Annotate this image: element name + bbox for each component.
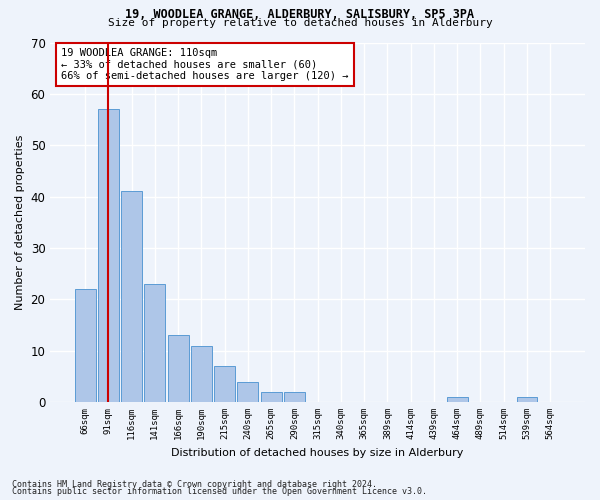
Bar (214, 366, 235, 402)
Text: 19 WOODLEA GRANGE: 110sqm
← 33% of detached houses are smaller (60)
66% of semi-: 19 WOODLEA GRANGE: 110sqm ← 33% of detac… (61, 48, 349, 81)
Text: Contains public sector information licensed under the Open Government Licence v3: Contains public sector information licen… (12, 487, 427, 496)
Bar (167, 336, 188, 402)
Text: Contains HM Land Registry data © Crown copyright and database right 2024.: Contains HM Land Registry data © Crown c… (12, 480, 377, 489)
Text: 19, WOODLEA GRANGE, ALDERBURY, SALISBURY, SP5 3PA: 19, WOODLEA GRANGE, ALDERBURY, SALISBURY… (125, 8, 475, 20)
Bar (284, 392, 305, 402)
Bar (145, 284, 166, 402)
Bar (260, 392, 281, 402)
Text: Size of property relative to detached houses in Alderbury: Size of property relative to detached ho… (107, 18, 493, 28)
Bar (517, 397, 538, 402)
X-axis label: Distribution of detached houses by size in Alderbury: Distribution of detached houses by size … (172, 448, 464, 458)
Bar (191, 346, 212, 402)
Bar (121, 192, 142, 402)
Bar (98, 110, 119, 402)
Bar (447, 397, 467, 402)
Bar (238, 382, 259, 402)
Bar (74, 289, 95, 402)
Y-axis label: Number of detached properties: Number of detached properties (15, 134, 25, 310)
